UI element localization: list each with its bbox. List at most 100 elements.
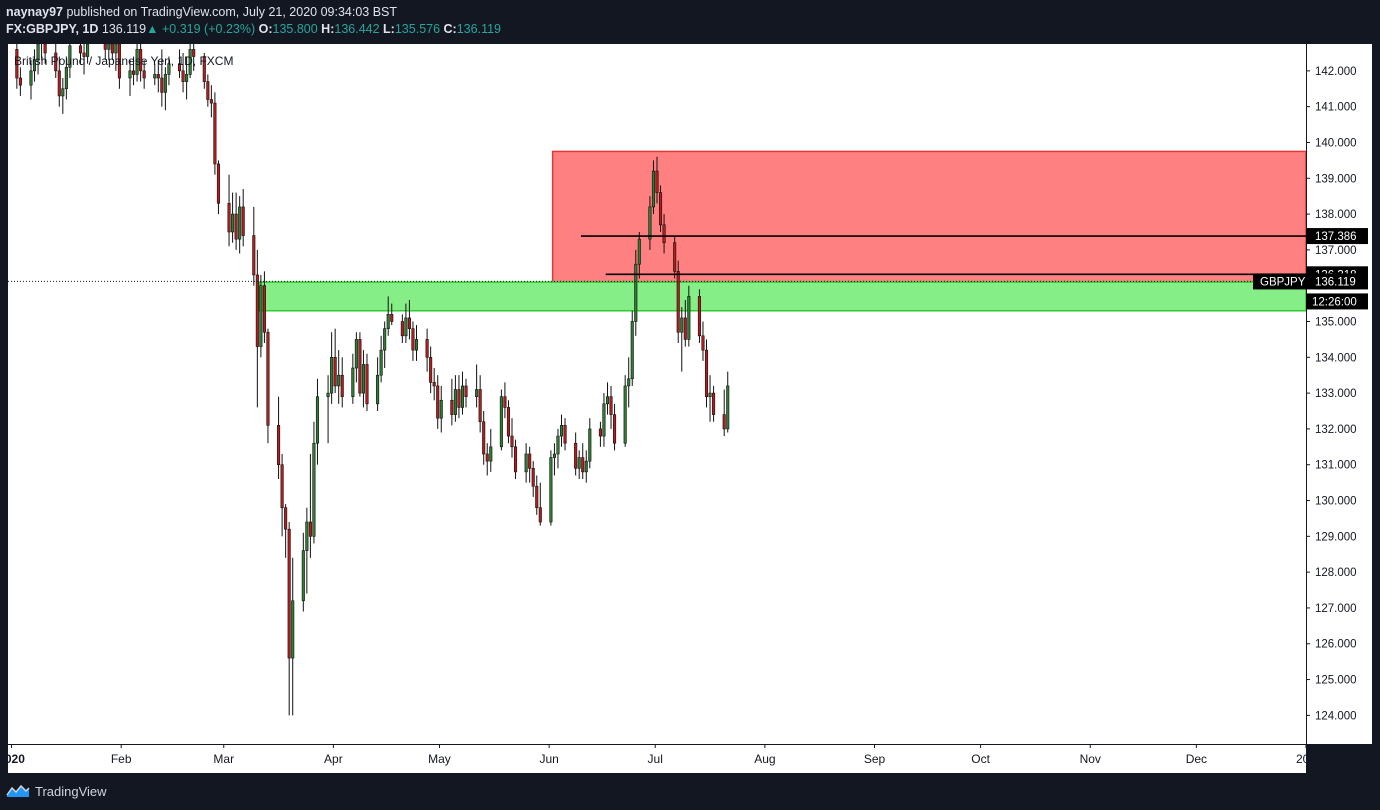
candle-body bbox=[107, 43, 111, 50]
candle-body bbox=[676, 271, 680, 333]
candle-body bbox=[117, 43, 121, 79]
publish-info: naynay97 published on TradingView.com, J… bbox=[6, 5, 397, 19]
candle-body bbox=[188, 49, 192, 75]
candle-body bbox=[18, 77, 22, 86]
candle-body bbox=[655, 170, 659, 193]
candle-body bbox=[354, 339, 358, 369]
candle-body bbox=[510, 435, 514, 448]
candle-body bbox=[400, 321, 404, 337]
x-tick-label: Aug bbox=[754, 752, 775, 766]
candle-body bbox=[506, 407, 510, 437]
candle-body bbox=[648, 206, 652, 240]
candle-body bbox=[627, 378, 631, 387]
candle-body bbox=[142, 70, 146, 79]
candle-body bbox=[485, 453, 489, 462]
candle-body bbox=[36, 43, 40, 61]
candle-body bbox=[662, 224, 666, 244]
supply-zone[interactable] bbox=[551, 150, 1307, 283]
candle-body bbox=[683, 317, 687, 340]
brand-label: TradingView bbox=[35, 783, 107, 799]
price-axis-label-bg bbox=[1306, 273, 1368, 290]
countdown-label-bg bbox=[1306, 293, 1368, 310]
published-text: published on TradingView.com, July 21, 2… bbox=[66, 5, 398, 19]
candle-body bbox=[538, 507, 542, 523]
candle-body bbox=[340, 374, 344, 397]
symbol-label[interactable]: FX:GBPJPY, 1D bbox=[6, 22, 99, 36]
publisher-name[interactable]: naynay97 bbox=[6, 5, 63, 19]
candle-body bbox=[61, 88, 65, 97]
candle-body bbox=[167, 63, 171, 75]
y-tick-label: 134.000 bbox=[1315, 352, 1357, 364]
candle-body bbox=[386, 314, 390, 329]
candle-body bbox=[552, 453, 556, 458]
candle-body bbox=[301, 550, 305, 602]
x-tick-label: Dec bbox=[1186, 752, 1207, 766]
candle-body bbox=[651, 170, 656, 208]
y-tick-label: 129.000 bbox=[1315, 531, 1357, 543]
candle-body bbox=[231, 213, 235, 233]
candle-body bbox=[577, 457, 581, 469]
candle-body bbox=[609, 396, 613, 415]
candle-body bbox=[697, 296, 701, 337]
y-tick-label: 135.000 bbox=[1315, 316, 1357, 328]
candle-body bbox=[252, 235, 256, 276]
candle-body bbox=[404, 317, 408, 337]
y-tick-label: 130.000 bbox=[1315, 496, 1357, 508]
candle-body bbox=[139, 49, 143, 72]
candle-body bbox=[457, 389, 461, 408]
candle-body bbox=[436, 385, 440, 419]
candle-body bbox=[262, 285, 266, 333]
candle-body bbox=[308, 521, 312, 537]
candle-body bbox=[185, 74, 189, 82]
candle-body bbox=[528, 453, 532, 469]
candle-body bbox=[623, 385, 627, 444]
y-tick-label: 140.000 bbox=[1315, 137, 1357, 149]
candle-body bbox=[54, 52, 58, 72]
candle-body bbox=[132, 70, 136, 75]
candle-body bbox=[110, 43, 114, 54]
candle-body bbox=[563, 425, 567, 444]
y-tick-label: 142.000 bbox=[1315, 66, 1357, 78]
candle-body bbox=[337, 374, 341, 387]
candle-body bbox=[326, 392, 330, 397]
candle-body bbox=[128, 70, 132, 79]
y-tick-label: 124.000 bbox=[1315, 710, 1357, 722]
candle-body bbox=[234, 213, 238, 240]
candle-body bbox=[68, 45, 72, 68]
chart-title: British Pound / Japanese Yen, 1D, FXCM bbox=[14, 54, 233, 68]
candle-body bbox=[266, 331, 270, 426]
candle-body bbox=[390, 314, 394, 322]
candle-body bbox=[103, 43, 107, 50]
price-axis-panel[interactable] bbox=[1306, 44, 1372, 744]
y-tick-label: 137.000 bbox=[1315, 245, 1357, 257]
candle-body bbox=[598, 428, 602, 437]
candle-body bbox=[160, 77, 164, 93]
candle-body bbox=[238, 206, 242, 240]
candle-body bbox=[153, 74, 157, 79]
candle-body bbox=[255, 274, 259, 347]
open-value: 135.800 bbox=[272, 22, 318, 36]
candle-body bbox=[453, 389, 457, 415]
candle-body bbox=[305, 521, 309, 551]
time-axis-panel[interactable] bbox=[8, 744, 1306, 773]
candle-body bbox=[513, 446, 518, 473]
y-tick-label: 141.000 bbox=[1315, 102, 1357, 114]
candle-body bbox=[503, 396, 507, 408]
plot-area[interactable] bbox=[8, 44, 1306, 744]
y-tick-label: 133.000 bbox=[1315, 388, 1357, 400]
y-tick-label: 127.000 bbox=[1315, 603, 1357, 615]
candle-body bbox=[29, 70, 33, 86]
demand-zone[interactable] bbox=[258, 281, 1307, 312]
candle-body bbox=[135, 49, 139, 75]
candle-body bbox=[213, 102, 217, 165]
candle-body bbox=[549, 457, 553, 523]
candle-body bbox=[574, 442, 578, 469]
x-tick-label: Mar bbox=[213, 752, 234, 766]
candle-body bbox=[602, 403, 606, 437]
candle-body bbox=[358, 339, 362, 394]
footer-bar bbox=[0, 773, 1380, 810]
candle-body bbox=[499, 396, 503, 448]
tradingview-brand[interactable]: TradingView bbox=[6, 783, 107, 799]
tradingview-logo-icon bbox=[6, 784, 30, 797]
